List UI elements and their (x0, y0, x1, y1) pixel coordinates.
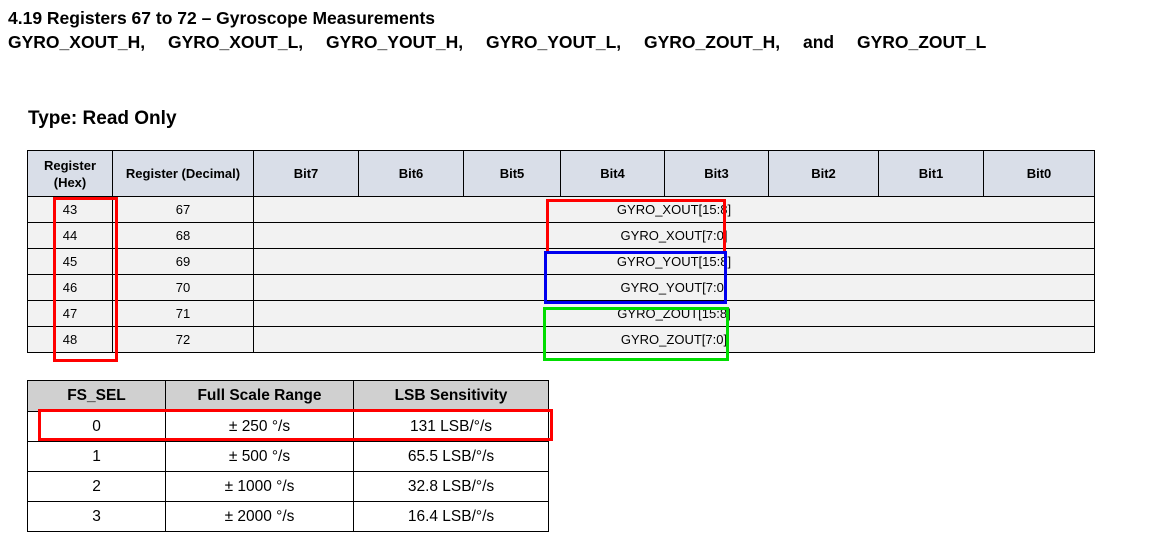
type-label: Type: Read Only (28, 108, 177, 129)
table-row: 44 68 GYRO_XOUT[7:0] (27, 222, 1095, 249)
fs-sel-cell: 3 (27, 501, 166, 532)
register-hex-cell: 43 (27, 196, 113, 223)
table-row: 2 ± 1000 °/s 32.8 LSB/°/s (27, 471, 549, 502)
register-field-cell: GYRO_YOUT[7:0] (253, 274, 1095, 301)
header-lsb-sensitivity: LSB Sensitivity (353, 380, 549, 412)
fs-sel-cell: 0 (27, 411, 166, 442)
header-register-decimal: Register (Decimal) (112, 150, 254, 197)
sensitivity-cell: 65.5 LSB/°/s (353, 441, 549, 472)
header-bit6: Bit6 (358, 150, 464, 197)
register-table-header: Register (Hex) Register (Decimal) Bit7 B… (27, 150, 1095, 197)
register-table: Register (Hex) Register (Decimal) Bit7 B… (27, 150, 1095, 353)
register-field-cell: GYRO_XOUT[15:8] (253, 196, 1095, 223)
header-fs-sel: FS_SEL (27, 380, 166, 412)
fs-table-header: FS_SEL Full Scale Range LSB Sensitivity (27, 380, 549, 412)
register-field-cell: GYRO_ZOUT[7:0] (253, 326, 1095, 353)
section-title: 4.19 Registers 67 to 72 – Gyroscope Meas… (8, 8, 436, 28)
header-full-scale-range: Full Scale Range (165, 380, 354, 412)
header-bit4: Bit4 (560, 150, 665, 197)
fs-sel-cell: 1 (27, 441, 166, 472)
table-row: 1 ± 500 °/s 65.5 LSB/°/s (27, 441, 549, 472)
register-hex-cell: 45 (27, 248, 113, 275)
header-bit0: Bit0 (983, 150, 1095, 197)
table-row: 3 ± 2000 °/s 16.4 LSB/°/s (27, 501, 549, 532)
register-field-cell: GYRO_YOUT[15:8] (253, 248, 1095, 275)
range-cell: ± 500 °/s (165, 441, 354, 472)
register-field-cell: GYRO_ZOUT[15:8] (253, 300, 1095, 327)
sensitivity-cell: 32.8 LSB/°/s (353, 471, 549, 502)
header-bit3: Bit3 (664, 150, 769, 197)
header-bit1: Bit1 (878, 150, 984, 197)
sensitivity-cell: 131 LSB/°/s (353, 411, 549, 442)
fs-sel-table: FS_SEL Full Scale Range LSB Sensitivity … (27, 380, 549, 532)
header-bit5: Bit5 (463, 150, 561, 197)
register-field-cell: GYRO_XOUT[7:0] (253, 222, 1095, 249)
table-row: 0 ± 250 °/s 131 LSB/°/s (27, 411, 549, 442)
table-row: 48 72 GYRO_ZOUT[7:0] (27, 326, 1095, 353)
table-row: 46 70 GYRO_YOUT[7:0] (27, 274, 1095, 301)
table-row: 47 71 GYRO_ZOUT[15:8] (27, 300, 1095, 327)
register-names-subtitle: GYRO_XOUT_H, GYRO_XOUT_L, GYRO_YOUT_H, G… (8, 32, 987, 52)
register-decimal-cell: 68 (112, 222, 254, 249)
register-decimal-cell: 72 (112, 326, 254, 353)
table-row: 45 69 GYRO_YOUT[15:8] (27, 248, 1095, 275)
register-hex-cell: 46 (27, 274, 113, 301)
register-decimal-cell: 70 (112, 274, 254, 301)
table-row: 43 67 GYRO_XOUT[15:8] (27, 196, 1095, 223)
sensitivity-cell: 16.4 LSB/°/s (353, 501, 549, 532)
range-cell: ± 2000 °/s (165, 501, 354, 532)
header-register-hex: Register (Hex) (27, 150, 113, 197)
register-hex-cell: 44 (27, 222, 113, 249)
register-hex-cell: 47 (27, 300, 113, 327)
register-hex-cell: 48 (27, 326, 113, 353)
range-cell: ± 250 °/s (165, 411, 354, 442)
register-decimal-cell: 67 (112, 196, 254, 223)
register-decimal-cell: 69 (112, 248, 254, 275)
range-cell: ± 1000 °/s (165, 471, 354, 502)
register-decimal-cell: 71 (112, 300, 254, 327)
header-bit7: Bit7 (253, 150, 359, 197)
header-bit2: Bit2 (768, 150, 879, 197)
fs-sel-cell: 2 (27, 471, 166, 502)
